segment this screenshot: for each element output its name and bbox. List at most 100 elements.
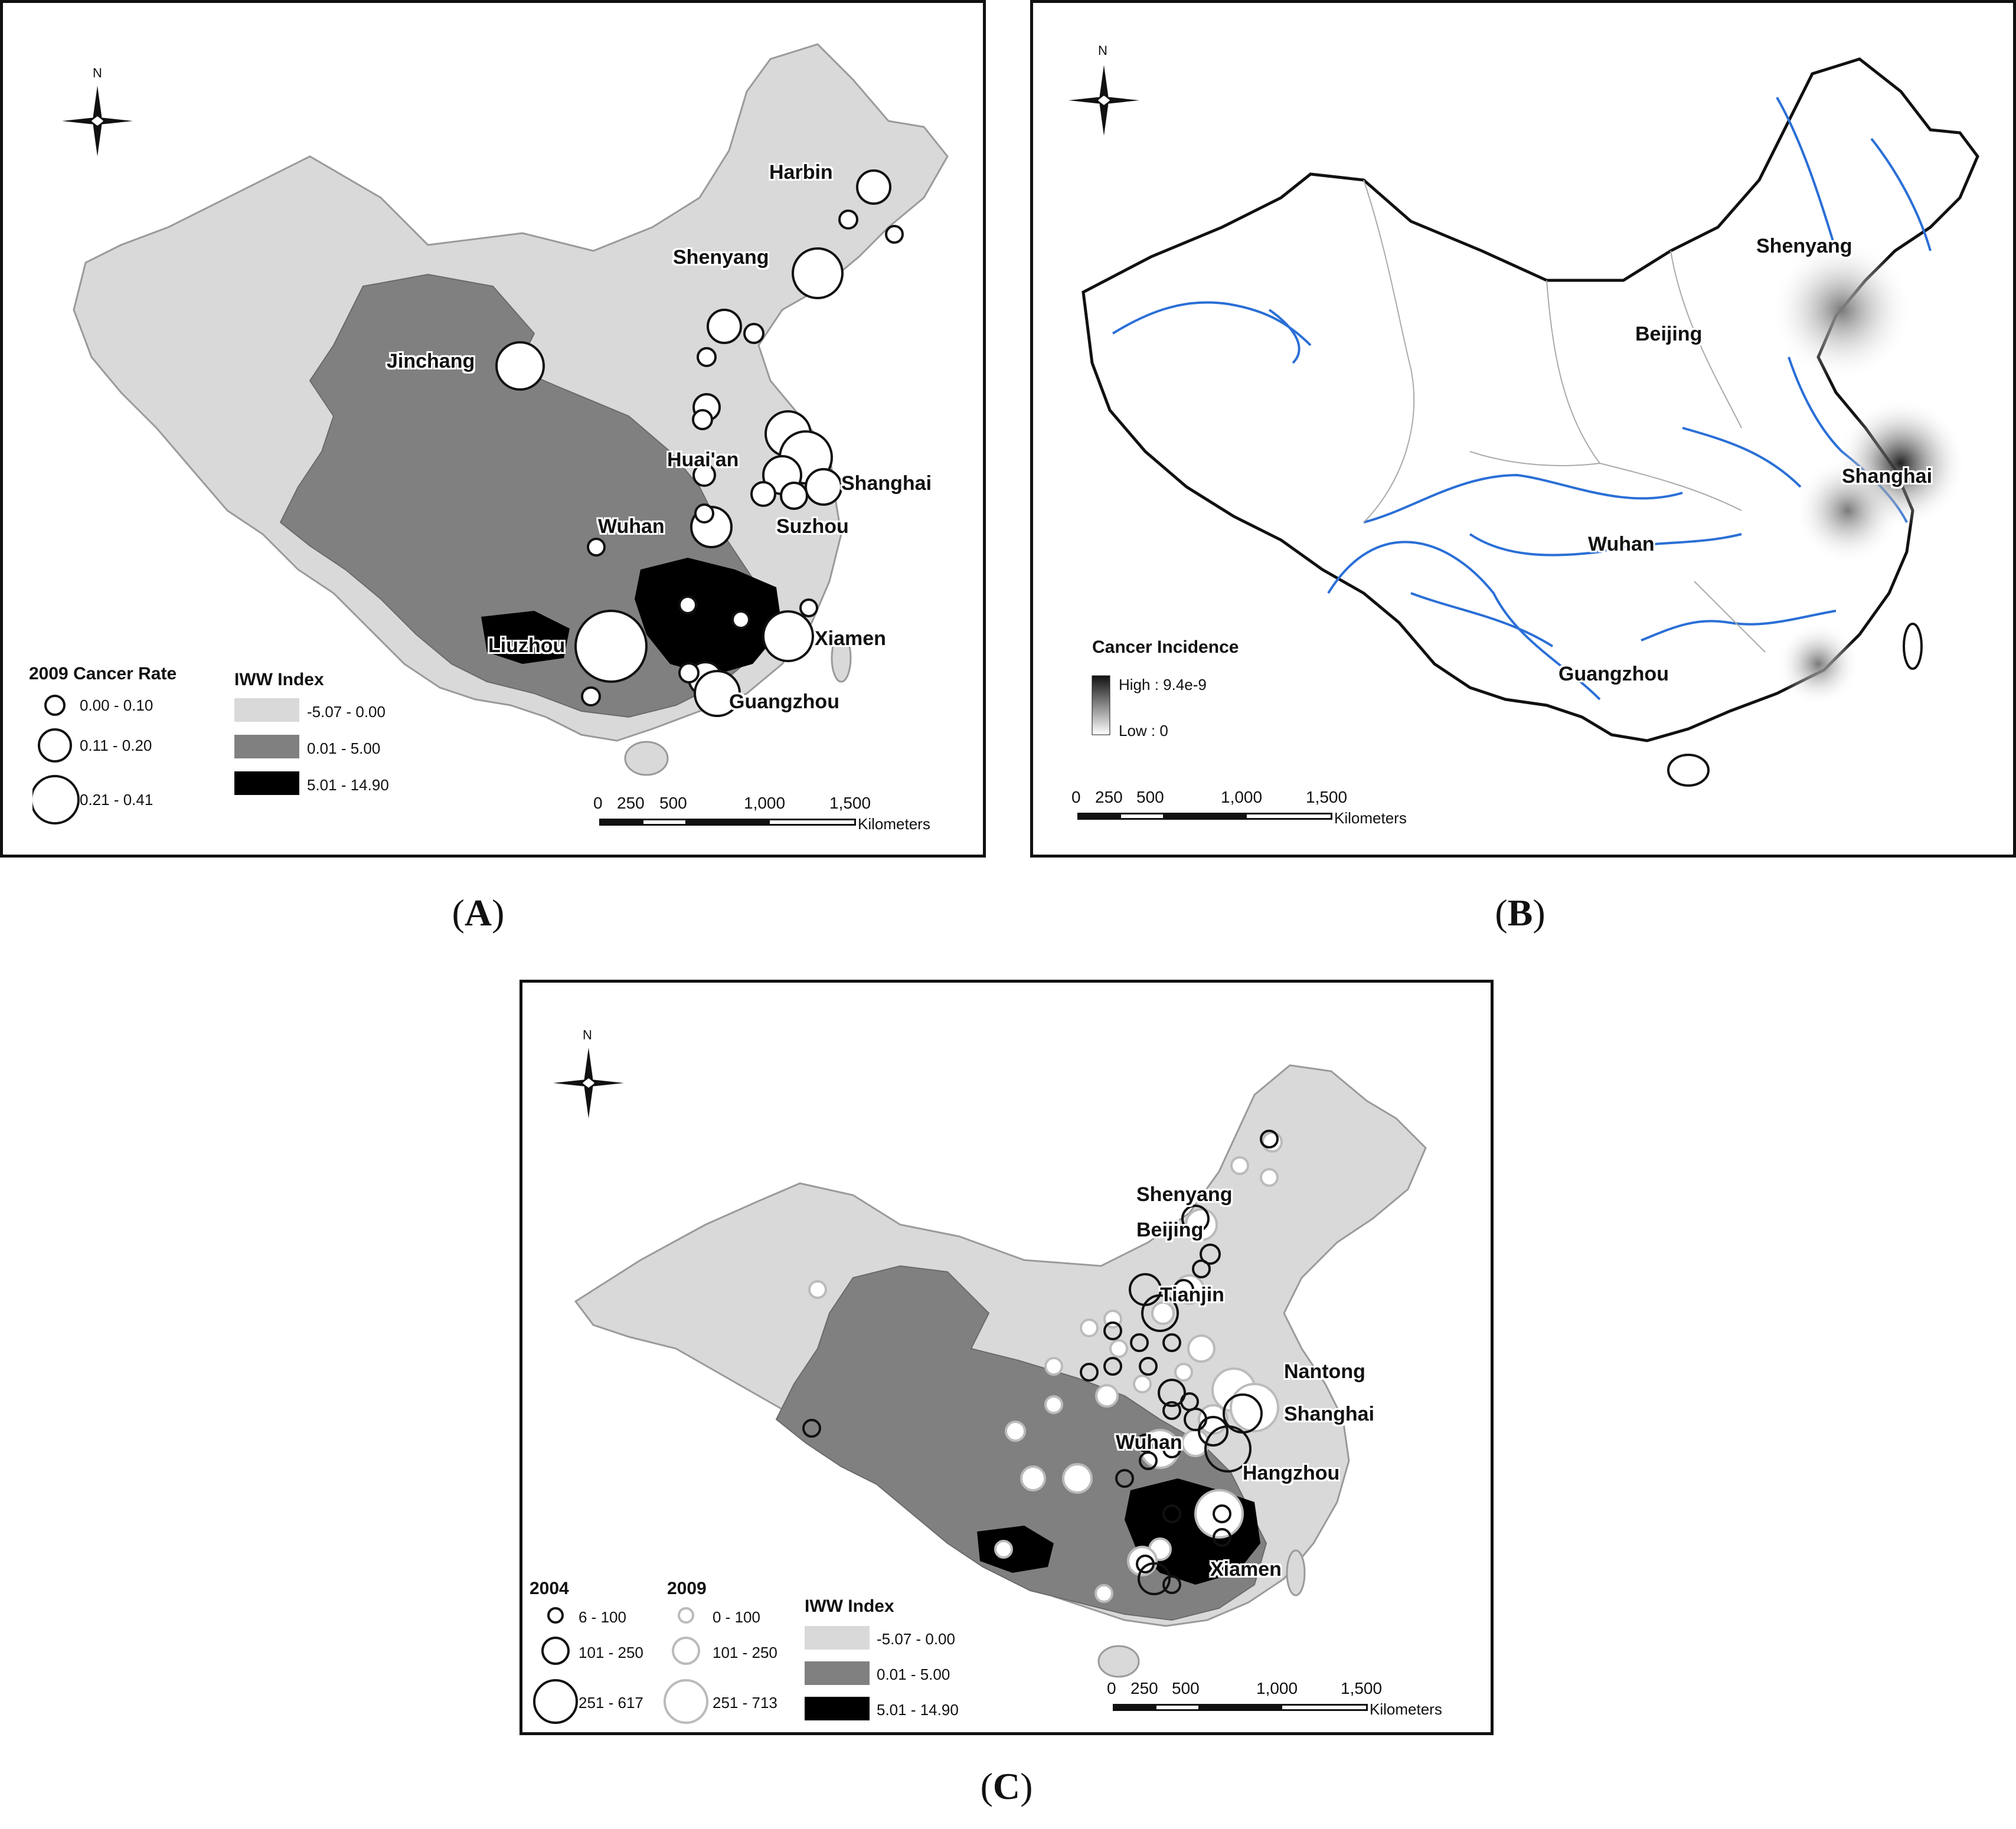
legend-iww-item-3: 5.01 - 14.90 bbox=[307, 776, 389, 794]
legend-2004-item-1: 6 - 100 bbox=[579, 1608, 626, 1626]
city-label-suzhou: Suzhou bbox=[776, 515, 849, 538]
scale-tick-500: 500 bbox=[1172, 1679, 1200, 1697]
scale-tick-0: 0 bbox=[1071, 788, 1081, 806]
hotspot-wuhan bbox=[1795, 457, 1901, 564]
scale-tick-1500: 1,500 bbox=[1341, 1679, 1383, 1697]
legend-iww-item-2: 0.01 - 5.00 bbox=[307, 740, 381, 757]
legend-2009-item-2: 101 - 250 bbox=[713, 1644, 777, 1661]
city-label-shenyang: Shenyang bbox=[673, 246, 769, 269]
city-label-guangzhou: Guangzhou bbox=[729, 691, 839, 713]
legend-rate-title: 2009 Cancer Rate bbox=[29, 664, 177, 683]
city-label-wuhan: Wuhan bbox=[598, 515, 665, 538]
legend-iww-swatch-high bbox=[805, 1697, 870, 1720]
legend-rate-item-1: 0.00 - 0.10 bbox=[80, 696, 153, 714]
legend-2004-circles bbox=[533, 1607, 578, 1724]
iww-high-region-west bbox=[481, 611, 570, 664]
legend-2009-item-3: 251 - 713 bbox=[713, 1694, 777, 1712]
city-label-wuhan: Wuhan bbox=[1588, 533, 1655, 555]
legend-iww-item-2: 0.01 - 5.00 bbox=[877, 1666, 950, 1683]
province-lines bbox=[1363, 179, 1766, 653]
scale-tick-250: 250 bbox=[617, 794, 645, 812]
legend-2009-title: 2009 bbox=[667, 1579, 707, 1598]
scale-tick-1000: 1,000 bbox=[1256, 1679, 1298, 1697]
city-label-hangzhou: Hangzhou bbox=[1243, 1462, 1340, 1484]
legend-iww-swatch-low bbox=[234, 698, 299, 722]
legend-2009-item-1: 0 - 100 bbox=[713, 1608, 760, 1626]
circles-2004 bbox=[802, 1130, 1279, 1595]
city-label-shenyang: Shenyang bbox=[1136, 1183, 1233, 1206]
panel-c-svg bbox=[574, 1064, 1427, 1678]
iww-high-region-south bbox=[635, 558, 782, 676]
city-label-huaian: Huai'an bbox=[667, 449, 739, 471]
panel-a-svg bbox=[73, 43, 949, 776]
scale-tick-250: 250 bbox=[1130, 1679, 1158, 1697]
hainan-island bbox=[624, 741, 669, 776]
legend-rate-circles bbox=[32, 695, 80, 824]
city-label-liuzhou: Liuzhou bbox=[488, 634, 566, 657]
city-label-shenyang: Shenyang bbox=[1756, 235, 1852, 257]
north-label: N bbox=[583, 1028, 592, 1042]
hainan-island bbox=[1097, 1645, 1140, 1678]
city-label-harbin: Harbin bbox=[769, 161, 833, 184]
legend-rate-item-2: 0.11 - 0.20 bbox=[80, 737, 152, 754]
taiwan-outline bbox=[1903, 623, 1923, 670]
north-label: N bbox=[93, 66, 102, 80]
legend-2004-title: 2004 bbox=[530, 1579, 569, 1598]
scale-tick-500: 500 bbox=[1136, 788, 1164, 806]
caption-b-letter: B bbox=[1507, 892, 1533, 934]
north-arrow-icon bbox=[62, 86, 133, 156]
city-label-wuhan: Wuhan bbox=[1116, 1431, 1182, 1454]
panel-a-map: N Harbin Shenyang Jinchang Huai'an Shang… bbox=[0, 0, 986, 858]
legend-iww-swatch-mid bbox=[805, 1661, 870, 1685]
scale-unit: Kilometers bbox=[1370, 1700, 1442, 1718]
scale-tick-250: 250 bbox=[1095, 788, 1123, 806]
city-label-shanghai: Shanghai bbox=[1842, 465, 1933, 487]
legend-low: Low : 0 bbox=[1119, 722, 1168, 740]
city-label-guangzhou: Guangzhou bbox=[1558, 663, 1669, 685]
scale-bar bbox=[1113, 1704, 1368, 1711]
legend-iww-item-1: -5.07 - 0.00 bbox=[877, 1630, 955, 1648]
iww-high-region-west bbox=[977, 1526, 1054, 1573]
china-outline-b bbox=[1081, 57, 1979, 742]
city-label-jinchang: Jinchang bbox=[387, 350, 475, 372]
scale-tick-1000: 1,000 bbox=[744, 794, 786, 812]
scale-tick-500: 500 bbox=[659, 794, 687, 812]
north-arrow-icon bbox=[553, 1048, 624, 1118]
legend-iww-swatch-mid bbox=[234, 735, 299, 758]
legend-iww-item-3: 5.01 - 14.90 bbox=[877, 1701, 959, 1719]
legend-iww-swatch-high bbox=[234, 771, 299, 795]
scale-bar bbox=[599, 819, 856, 826]
city-label-xiamen: Xiamen bbox=[815, 627, 886, 650]
city-label-beijing: Beijing bbox=[1635, 323, 1703, 345]
caption-c: (C) bbox=[980, 1765, 1033, 1807]
legend-rate-item-3: 0.21 - 0.41 bbox=[80, 791, 153, 809]
city-label-tianjin: Tianjin bbox=[1160, 1284, 1224, 1306]
scale-bar bbox=[1077, 813, 1332, 820]
city-label-shanghai: Shanghai bbox=[841, 472, 932, 495]
hotspot-guangzhou bbox=[1777, 623, 1860, 705]
taiwan-island bbox=[831, 633, 852, 683]
scale-tick-1000: 1,000 bbox=[1221, 788, 1263, 806]
caption-a-letter: A bbox=[464, 892, 492, 934]
city-label-xiamen: Xiamen bbox=[1210, 1558, 1282, 1581]
scale-unit: Kilometers bbox=[858, 815, 930, 833]
legend-2004-item-2: 101 - 250 bbox=[579, 1644, 643, 1661]
rivers bbox=[1112, 97, 1932, 701]
scale-tick-1500: 1,500 bbox=[1306, 788, 1348, 806]
panel-b-svg bbox=[1081, 57, 1979, 787]
taiwan-island bbox=[1286, 1549, 1306, 1596]
hotspot-beijing bbox=[1771, 239, 1913, 381]
scale-tick-0: 0 bbox=[1107, 1679, 1116, 1697]
scale-tick-1500: 1,500 bbox=[829, 794, 871, 812]
city-label-shanghai: Shanghai bbox=[1284, 1403, 1375, 1425]
legend-high: High : 9.4e-9 bbox=[1119, 676, 1207, 693]
legend-ramp bbox=[1092, 675, 1110, 735]
legend-2004-item-3: 251 - 617 bbox=[579, 1694, 643, 1712]
legend-title: Cancer Incidence bbox=[1092, 637, 1239, 657]
legend-iww-title: IWW Index bbox=[805, 1596, 894, 1616]
caption-a: (A) bbox=[452, 892, 505, 934]
caption-c-letter: C bbox=[992, 1765, 1021, 1807]
scale-unit: Kilometers bbox=[1334, 809, 1407, 827]
north-label: N bbox=[1098, 43, 1107, 58]
panel-c-map: N Shenyang Beijing Tianjin Nantong Shang… bbox=[519, 980, 1494, 1735]
